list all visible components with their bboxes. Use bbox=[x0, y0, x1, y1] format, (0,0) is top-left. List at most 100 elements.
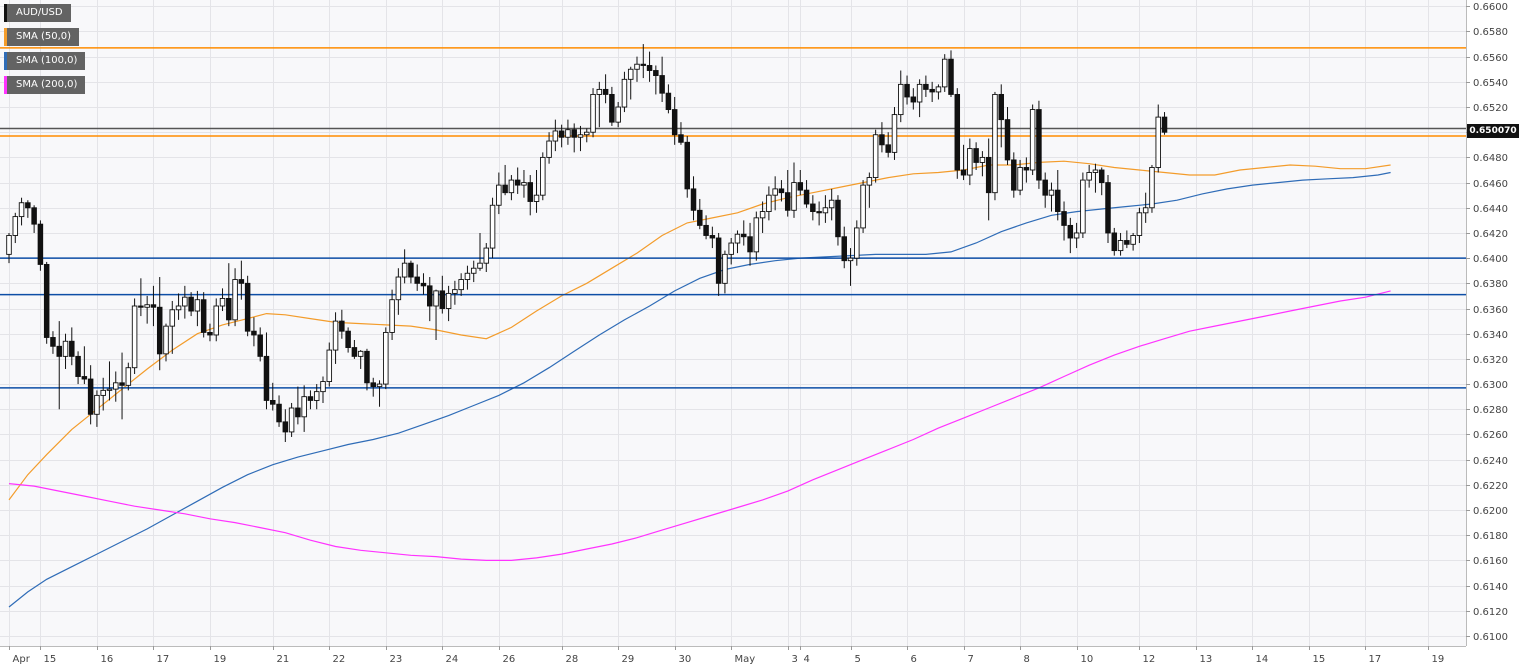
candle-body bbox=[125, 367, 132, 386]
y-tick-label: 0.6360 bbox=[1473, 305, 1508, 316]
candle-body bbox=[1048, 189, 1055, 196]
candle bbox=[1098, 167, 1105, 196]
candle bbox=[106, 361, 113, 401]
candle-body bbox=[891, 114, 898, 153]
candle bbox=[320, 376, 326, 403]
candle-body bbox=[1130, 235, 1136, 245]
candle-body bbox=[772, 188, 778, 196]
candle-body bbox=[1086, 172, 1092, 181]
candle bbox=[640, 44, 647, 79]
candle-body bbox=[56, 345, 62, 357]
x-tick-label: 21 bbox=[277, 654, 290, 665]
x-tick-label: 10 bbox=[1081, 654, 1094, 665]
candle bbox=[847, 248, 854, 286]
legend-label: SMA (200,0) bbox=[16, 79, 78, 90]
candle bbox=[282, 409, 289, 442]
candle bbox=[741, 220, 747, 246]
candle-body bbox=[163, 325, 169, 355]
candle-body bbox=[332, 320, 339, 351]
legend-item-sma-100[interactable]: SMA (100,0) bbox=[4, 52, 86, 70]
candle-body bbox=[640, 63, 647, 66]
candle bbox=[270, 382, 276, 411]
legend-item-sma-200[interactable]: SMA (200,0) bbox=[4, 76, 86, 94]
candle bbox=[244, 275, 251, 337]
candle bbox=[778, 180, 785, 202]
candle-body bbox=[948, 58, 954, 95]
candle bbox=[87, 365, 94, 425]
candle-body bbox=[916, 83, 923, 103]
candle-body bbox=[703, 224, 709, 236]
candle-body bbox=[357, 350, 364, 357]
candle-body bbox=[276, 403, 282, 423]
candle bbox=[364, 348, 370, 391]
candle-body bbox=[627, 68, 634, 80]
candle-body bbox=[847, 257, 854, 262]
candle bbox=[238, 260, 245, 300]
candle-body bbox=[25, 202, 31, 209]
candle-body bbox=[571, 129, 577, 138]
candle-body bbox=[697, 209, 703, 226]
candle-body bbox=[904, 83, 910, 98]
legend-label: SMA (100,0) bbox=[16, 55, 78, 66]
candle-body bbox=[954, 93, 961, 171]
candle bbox=[295, 386, 301, 425]
candle-body bbox=[483, 247, 490, 264]
candle bbox=[715, 232, 722, 296]
candle bbox=[797, 170, 804, 196]
x-tick-label: 22 bbox=[333, 654, 346, 665]
legend-item-sma-50[interactable]: SMA (50,0) bbox=[4, 28, 80, 46]
candle-body bbox=[182, 296, 188, 307]
candle-body bbox=[872, 134, 879, 179]
candle bbox=[992, 91, 998, 201]
candle-body bbox=[678, 134, 684, 143]
candle bbox=[427, 277, 433, 322]
candle-body bbox=[1105, 182, 1111, 234]
candle bbox=[923, 75, 929, 97]
candle bbox=[119, 352, 125, 420]
candle bbox=[540, 152, 546, 201]
candle-body bbox=[12, 216, 19, 236]
candle-body bbox=[376, 383, 383, 388]
candle bbox=[973, 142, 979, 170]
candle bbox=[383, 327, 389, 390]
candle-body bbox=[828, 199, 835, 209]
candle-body bbox=[753, 217, 760, 253]
candle-body bbox=[734, 233, 741, 244]
candle-body bbox=[1098, 169, 1105, 184]
x-tick-label: 8 bbox=[1024, 654, 1030, 665]
x-tick-label: 13 bbox=[1200, 654, 1213, 665]
candle bbox=[759, 201, 766, 233]
candle bbox=[1117, 232, 1124, 256]
candle bbox=[200, 292, 207, 338]
candle bbox=[345, 327, 351, 353]
legend-item-audusd[interactable]: AUD/USD bbox=[4, 4, 71, 22]
candle bbox=[671, 96, 678, 145]
candle-body bbox=[1004, 119, 1011, 161]
x-tick-label: 19 bbox=[1432, 654, 1445, 665]
candle-body bbox=[320, 381, 326, 393]
x-tick-label: 4 bbox=[804, 654, 810, 665]
candle-body bbox=[552, 130, 559, 142]
candle bbox=[822, 195, 829, 223]
candle-body bbox=[433, 290, 439, 307]
candle-body bbox=[671, 109, 678, 136]
candle-body bbox=[602, 88, 609, 95]
candle bbox=[1055, 170, 1061, 221]
legend-swatch bbox=[4, 28, 7, 46]
candle-body bbox=[822, 207, 829, 214]
candle-body bbox=[62, 340, 69, 357]
candle-body bbox=[439, 290, 446, 309]
candle bbox=[219, 288, 226, 312]
candle bbox=[1111, 227, 1118, 256]
candle-body bbox=[558, 130, 565, 138]
candle-body bbox=[213, 305, 219, 336]
candle-body bbox=[464, 272, 471, 281]
candle-body bbox=[282, 421, 289, 433]
candle bbox=[6, 232, 12, 264]
candle-body bbox=[784, 192, 791, 211]
candle bbox=[533, 170, 540, 213]
y-tick-label: 0.6320 bbox=[1473, 355, 1508, 366]
candle-body bbox=[188, 296, 194, 312]
candle bbox=[609, 86, 615, 126]
current-price-badge: 0.650070 bbox=[1467, 124, 1519, 138]
